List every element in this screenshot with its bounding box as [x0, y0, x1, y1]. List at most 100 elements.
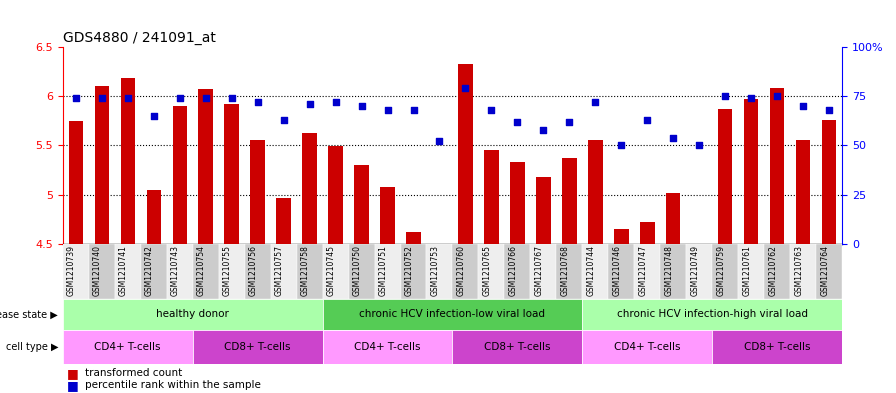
- Bar: [193, 244, 219, 299]
- Point: [276, 117, 290, 123]
- Bar: [608, 244, 634, 299]
- Text: GSM1210758: GSM1210758: [300, 245, 310, 296]
- Point: [120, 95, 134, 101]
- Point: [354, 103, 368, 109]
- Bar: [712, 330, 842, 364]
- Text: disease state ▶: disease state ▶: [0, 309, 58, 320]
- Point: [640, 117, 654, 123]
- Point: [224, 95, 238, 101]
- Bar: [323, 244, 349, 299]
- Text: GSM1210749: GSM1210749: [690, 245, 699, 296]
- Bar: [823, 120, 836, 244]
- Bar: [349, 244, 375, 299]
- Point: [744, 95, 758, 101]
- Bar: [426, 244, 452, 299]
- Bar: [381, 187, 394, 244]
- Bar: [504, 244, 530, 299]
- Point: [510, 119, 524, 125]
- Bar: [452, 330, 582, 364]
- Point: [692, 142, 706, 149]
- Text: GDS4880 / 241091_at: GDS4880 / 241091_at: [63, 31, 216, 45]
- Point: [95, 95, 109, 101]
- Text: CD8+ T-cells: CD8+ T-cells: [224, 342, 291, 352]
- Bar: [89, 244, 115, 299]
- Bar: [478, 244, 504, 299]
- Bar: [589, 140, 602, 244]
- Point: [458, 85, 473, 92]
- Bar: [193, 330, 323, 364]
- Point: [147, 113, 161, 119]
- Bar: [660, 244, 686, 299]
- Bar: [563, 158, 576, 244]
- Text: GSM1210766: GSM1210766: [508, 245, 517, 296]
- Bar: [719, 109, 732, 244]
- Text: GSM1210751: GSM1210751: [378, 245, 387, 296]
- Bar: [303, 133, 316, 244]
- Text: GSM1210756: GSM1210756: [248, 245, 258, 296]
- Bar: [147, 189, 160, 244]
- Bar: [69, 121, 82, 244]
- Text: GSM1210750: GSM1210750: [352, 245, 361, 296]
- Bar: [245, 244, 271, 299]
- Bar: [199, 90, 212, 244]
- Bar: [121, 77, 134, 244]
- Text: chronic HCV infection-low viral load: chronic HCV infection-low viral load: [359, 309, 546, 320]
- Bar: [771, 88, 784, 244]
- Text: GSM1210767: GSM1210767: [534, 245, 543, 296]
- Text: GSM1210741: GSM1210741: [118, 245, 127, 296]
- Bar: [271, 244, 297, 299]
- Bar: [277, 198, 290, 244]
- Bar: [530, 244, 556, 299]
- Point: [251, 99, 265, 105]
- Bar: [251, 140, 264, 244]
- Text: GSM1210752: GSM1210752: [404, 245, 414, 296]
- Text: GSM1210743: GSM1210743: [170, 245, 179, 296]
- Bar: [797, 140, 810, 244]
- Bar: [63, 299, 323, 330]
- Text: GSM1210761: GSM1210761: [742, 245, 751, 296]
- Bar: [615, 229, 628, 244]
- Point: [69, 95, 83, 101]
- Point: [614, 142, 628, 149]
- Bar: [115, 244, 141, 299]
- Text: GSM1210744: GSM1210744: [586, 245, 595, 296]
- Point: [563, 119, 577, 125]
- Point: [484, 107, 498, 113]
- Bar: [355, 165, 368, 244]
- Text: ■: ■: [67, 378, 83, 392]
- Bar: [582, 244, 608, 299]
- Bar: [407, 232, 420, 244]
- Text: CD8+ T-cells: CD8+ T-cells: [484, 342, 551, 352]
- Text: cell type ▶: cell type ▶: [5, 342, 58, 352]
- Bar: [297, 244, 323, 299]
- Text: GSM1210746: GSM1210746: [612, 245, 621, 296]
- Bar: [63, 244, 89, 299]
- Bar: [582, 330, 712, 364]
- Text: CD4+ T-cells: CD4+ T-cells: [94, 342, 161, 352]
- Bar: [225, 104, 238, 244]
- Bar: [667, 193, 680, 244]
- Text: GSM1210759: GSM1210759: [716, 245, 725, 296]
- Bar: [582, 299, 842, 330]
- Text: healthy donor: healthy donor: [156, 309, 229, 320]
- Point: [666, 134, 680, 141]
- Text: GSM1210755: GSM1210755: [222, 245, 231, 296]
- Point: [328, 99, 342, 105]
- Bar: [537, 177, 550, 244]
- Point: [588, 99, 602, 105]
- Text: GSM1210763: GSM1210763: [794, 245, 803, 296]
- Bar: [329, 146, 342, 244]
- Bar: [323, 330, 452, 364]
- Text: GSM1210742: GSM1210742: [144, 245, 154, 296]
- Text: GSM1210747: GSM1210747: [638, 245, 647, 296]
- Text: percentile rank within the sample: percentile rank within the sample: [85, 380, 261, 390]
- Bar: [511, 162, 524, 244]
- Text: GSM1210748: GSM1210748: [664, 245, 673, 296]
- Point: [822, 107, 836, 113]
- Bar: [401, 244, 426, 299]
- Bar: [764, 244, 790, 299]
- Text: GSM1210757: GSM1210757: [274, 245, 283, 296]
- Bar: [459, 64, 472, 244]
- Text: GSM1210768: GSM1210768: [560, 245, 570, 296]
- Bar: [323, 299, 582, 330]
